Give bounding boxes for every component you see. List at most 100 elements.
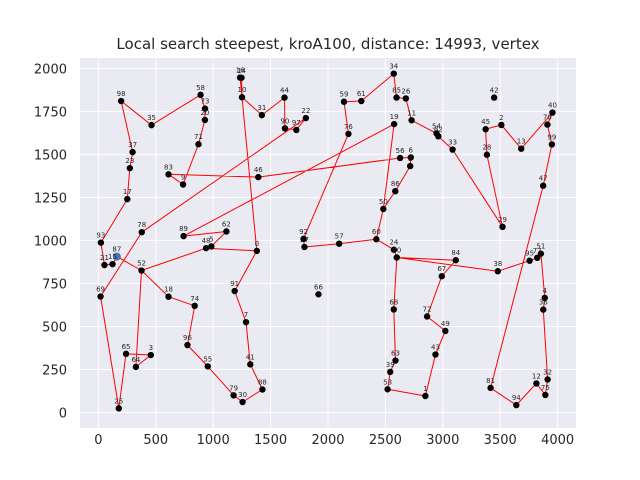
- node-point: [302, 114, 310, 122]
- node-point: [482, 126, 489, 133]
- node-point: [392, 357, 399, 364]
- node-point: [97, 293, 104, 300]
- node-point: [393, 94, 400, 101]
- node-point: [132, 363, 140, 371]
- x-tick-label: 1500: [254, 433, 287, 448]
- node-label: 63: [391, 350, 400, 358]
- node-label: 29: [498, 216, 507, 224]
- node-label: 65: [122, 343, 131, 351]
- node-point: [541, 294, 548, 302]
- node-point: [452, 257, 459, 264]
- node-point: [258, 111, 266, 119]
- node-point: [390, 306, 397, 313]
- node-label: 54: [432, 122, 441, 130]
- node-point: [281, 125, 289, 132]
- node-point: [242, 318, 250, 326]
- node-label: 19: [390, 113, 399, 121]
- node-label: 95: [525, 250, 534, 258]
- node-label: 38: [493, 260, 502, 268]
- node-point: [544, 376, 551, 383]
- node-label: 18: [164, 286, 173, 294]
- node-label: 40: [548, 102, 557, 110]
- node-point: [392, 188, 399, 195]
- node-label: 31: [257, 104, 266, 112]
- node-label: 75: [541, 384, 550, 392]
- node-label: 14: [237, 67, 246, 75]
- node-point: [340, 98, 348, 105]
- node-point: [390, 246, 398, 253]
- node-label: 36: [539, 299, 548, 307]
- node-point: [201, 105, 209, 112]
- node-label: 84: [451, 249, 460, 257]
- node-label: 52: [137, 260, 146, 268]
- node-label: 32: [543, 368, 552, 376]
- node-point: [204, 363, 211, 370]
- node-point: [407, 162, 414, 170]
- node-point: [122, 350, 130, 358]
- node-label: 61: [357, 90, 366, 98]
- node-point: [247, 361, 254, 368]
- node-labels: 0123456789101112131415161718192021222324…: [96, 63, 557, 406]
- node-point: [542, 391, 549, 399]
- node-point: [191, 302, 198, 310]
- node-label: 73: [201, 98, 210, 106]
- node-point: [238, 94, 246, 101]
- node-point: [147, 351, 155, 359]
- node-point: [402, 95, 410, 102]
- node-label: 37: [128, 141, 137, 149]
- node-point: [138, 228, 145, 236]
- node-label: 11: [407, 109, 416, 117]
- node-label: 58: [196, 84, 205, 92]
- node-point: [101, 261, 108, 269]
- node-point: [165, 293, 172, 300]
- node-label: 24: [389, 239, 398, 247]
- node-point: [548, 141, 556, 148]
- node-point: [138, 267, 145, 274]
- node-point: [179, 181, 187, 188]
- node-label: 34: [389, 63, 398, 71]
- node-label: 94: [512, 394, 521, 402]
- node-point: [117, 97, 125, 105]
- node-point: [432, 351, 439, 358]
- node-label: 72: [423, 305, 432, 313]
- node-label: 82: [434, 125, 443, 133]
- node-label: 51: [536, 243, 545, 251]
- node-label: 85: [392, 87, 401, 95]
- node-label: 16: [236, 67, 245, 75]
- node-point: [126, 164, 134, 172]
- node-label: 30: [238, 391, 247, 399]
- node-label: 23: [125, 157, 134, 165]
- node-point: [407, 154, 414, 161]
- node-label: 59: [339, 91, 348, 99]
- node-point: [533, 254, 541, 261]
- x-tick-label: 0: [94, 433, 102, 448]
- node-label: 42: [490, 87, 499, 95]
- node-point: [97, 239, 105, 246]
- node-label: 70: [543, 114, 552, 122]
- node-point: [387, 368, 394, 376]
- node-point: [230, 392, 237, 399]
- node-label: 80: [392, 246, 401, 254]
- node-point: [345, 130, 352, 138]
- node-label: 3: [149, 344, 153, 352]
- y-tick-label: 750: [42, 277, 67, 292]
- node-label: 78: [137, 221, 146, 229]
- y-tick-label: 500: [42, 320, 67, 335]
- x-tick-label: 3000: [426, 433, 459, 448]
- node-point: [422, 392, 429, 400]
- node-label: 21: [100, 254, 109, 262]
- node-point: [549, 109, 556, 116]
- node-point: [537, 250, 545, 257]
- node-label: 48: [202, 237, 211, 245]
- node-point: [494, 268, 502, 275]
- node-label: 17: [123, 188, 132, 196]
- grid: [80, 58, 576, 428]
- node-label: 6: [409, 146, 414, 154]
- node-point: [358, 97, 365, 105]
- node-label: 39: [386, 361, 395, 369]
- x-tick-label: 3500: [484, 433, 517, 448]
- node-point: [384, 386, 391, 393]
- node-point: [487, 384, 494, 392]
- node-label: 81: [486, 377, 495, 385]
